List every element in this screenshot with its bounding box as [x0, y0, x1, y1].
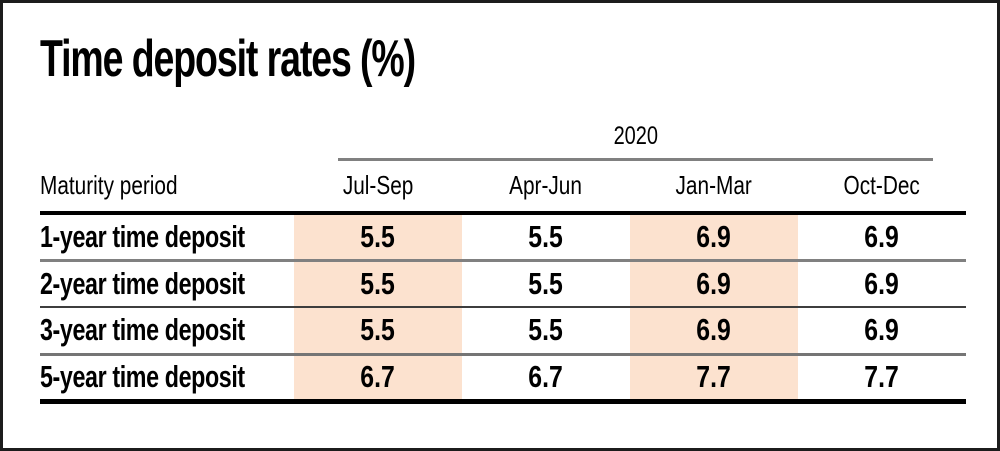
cell-value-highlighted: 5.5 [294, 213, 462, 260]
cell-value: 6.7 [528, 359, 564, 394]
cell-value: 5.5 [528, 265, 564, 301]
cell-value-highlighted: 6.9 [630, 260, 798, 307]
cell-value: 5.5 [528, 218, 564, 254]
cell-value-highlighted: 6.7 [294, 354, 462, 401]
rates-table: 2020 Maturity period Jul-Sep Apr-Jun Jan… [40, 91, 966, 404]
cell-value-highlighted: 5.5 [294, 260, 462, 307]
cell-value: 6.9 [864, 312, 900, 348]
cell-value: 7.7 [864, 359, 900, 394]
cell-value-highlighted: 7.7 [630, 354, 798, 401]
cell-value: 6.9 [864, 218, 900, 254]
chart-title: Time deposit rates (%) [40, 30, 416, 88]
row-label: 2-year time deposit [40, 265, 245, 301]
cell-value: 6.9 [864, 265, 900, 301]
table-row-1-year: 1-year time deposit 5.5 5.5 6.9 6.9 [40, 213, 966, 260]
column-header-row: Maturity period Jul-Sep Apr-Jun Jan-Mar … [40, 161, 966, 213]
cell-value: 5.5 [528, 312, 564, 348]
cell-value-highlighted: 5.5 [294, 307, 462, 354]
cell-value-highlighted: 6.9 [630, 307, 798, 354]
year-header-row: 2020 [40, 91, 966, 161]
year-label: 2020 [613, 122, 658, 150]
row-label: 1-year time deposit [40, 218, 245, 254]
column-header-jan-mar: Jan-Mar [675, 170, 753, 200]
year-underline: 2020 [338, 122, 933, 161]
column-header-oct-dec: Oct-Dec [843, 170, 921, 200]
year-row-spacer [40, 91, 294, 161]
cell-value-highlighted: 6.9 [630, 213, 798, 260]
column-header-maturity-period: Maturity period [40, 170, 178, 200]
column-header-jul-sep: Jul-Sep [342, 170, 414, 200]
table-row-3-year: 3-year time deposit 5.5 5.5 6.9 6.9 [40, 307, 966, 354]
column-header-apr-jun: Apr-Jun [509, 170, 583, 200]
table-row-2-year: 2-year time deposit 5.5 5.5 6.9 6.9 [40, 260, 966, 307]
table-row-5-year: 5-year time deposit 6.7 6.7 7.7 7.7 [40, 354, 966, 401]
year-header-cell: 2020 [294, 91, 966, 161]
row-label: 3-year time deposit [40, 312, 245, 348]
row-label: 5-year time deposit [40, 359, 245, 394]
